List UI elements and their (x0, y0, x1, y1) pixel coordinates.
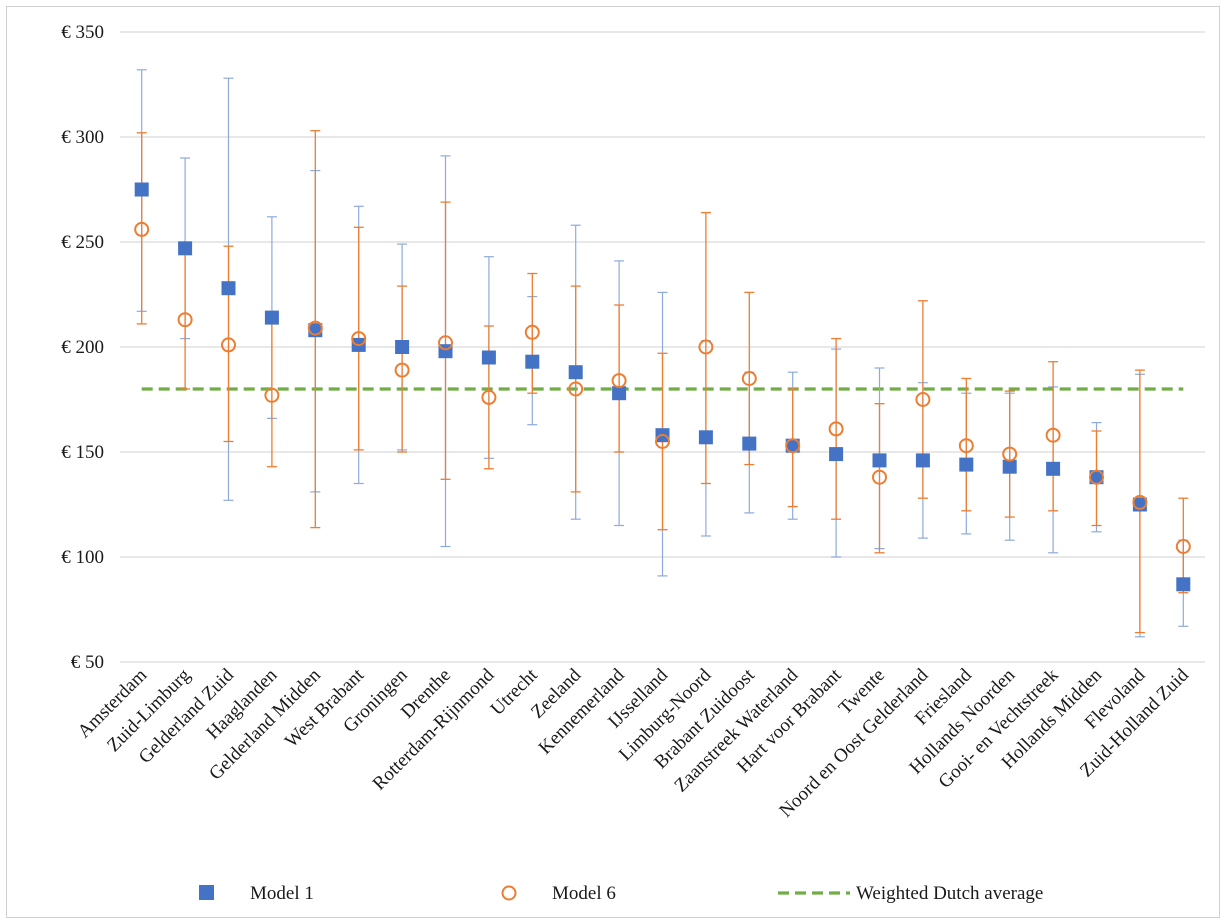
model1-point (178, 241, 193, 256)
model6-point (307, 320, 323, 336)
model1-point (221, 281, 236, 296)
y-tick-label: € 300 (61, 127, 104, 148)
model1-point (1089, 470, 1104, 485)
y-tick-label: € 150 (61, 442, 104, 463)
y-tick-label: € 50 (71, 652, 104, 673)
model1-point (1046, 461, 1061, 476)
model6-point (698, 339, 714, 355)
legend-model1-label: Model 1 (250, 883, 314, 904)
legend-model1-marker (199, 885, 214, 900)
model1-point (481, 350, 496, 365)
model6-point (958, 438, 974, 454)
model1-point (264, 310, 279, 325)
model6-point (221, 337, 236, 353)
y-tick-label: € 200 (61, 337, 104, 358)
model1-point (915, 453, 930, 468)
model1-point (568, 365, 583, 380)
model6-points (134, 221, 1191, 554)
model1-point (785, 438, 800, 453)
model6-point (655, 434, 670, 449)
model1-point (134, 182, 149, 197)
model1-point (612, 386, 627, 401)
model1-point (525, 354, 540, 369)
legend-model6-label: Model 6 (552, 883, 616, 904)
model6-point (177, 312, 193, 328)
model6-point (915, 392, 931, 407)
model6-point (134, 221, 150, 237)
model1-point (1176, 577, 1191, 592)
model6-point (741, 371, 757, 386)
model1-point (959, 457, 974, 472)
model6-point (394, 362, 410, 378)
model6-point (524, 324, 540, 340)
grid-lines (120, 31, 1205, 663)
model6-point (264, 387, 280, 403)
model6-point (1175, 539, 1191, 554)
model6-point (785, 438, 801, 454)
y-tick-label: € 100 (61, 547, 104, 568)
legend-model6-marker (501, 885, 517, 901)
legend: Model 1 Model 6 Weighted Dutch average (199, 883, 1043, 904)
model6-point (1045, 427, 1061, 443)
model6-point (1132, 494, 1148, 510)
model1-point (395, 340, 410, 354)
model6-point (611, 373, 627, 389)
model1-point (742, 436, 757, 451)
model1-point (698, 430, 713, 445)
model1-point (1002, 459, 1017, 474)
legend-average-label: Weighted Dutch average (856, 883, 1043, 904)
model6-point (481, 389, 497, 405)
model6-point (872, 469, 887, 485)
y-tick-label: € 350 (61, 22, 104, 43)
model6-point (438, 335, 453, 351)
model6-point (568, 381, 584, 397)
model1-point (829, 447, 844, 462)
model6-point (828, 421, 844, 437)
model6-point (1002, 446, 1018, 462)
y-axis: € 50 € 100 € 150 € 200 € 250 € 300 € 350 (61, 22, 104, 673)
y-tick-label: € 250 (61, 232, 104, 253)
model6-point (1089, 469, 1104, 485)
model1-point (872, 453, 887, 468)
chart-frame (6, 6, 1220, 918)
model6-point (351, 331, 367, 347)
